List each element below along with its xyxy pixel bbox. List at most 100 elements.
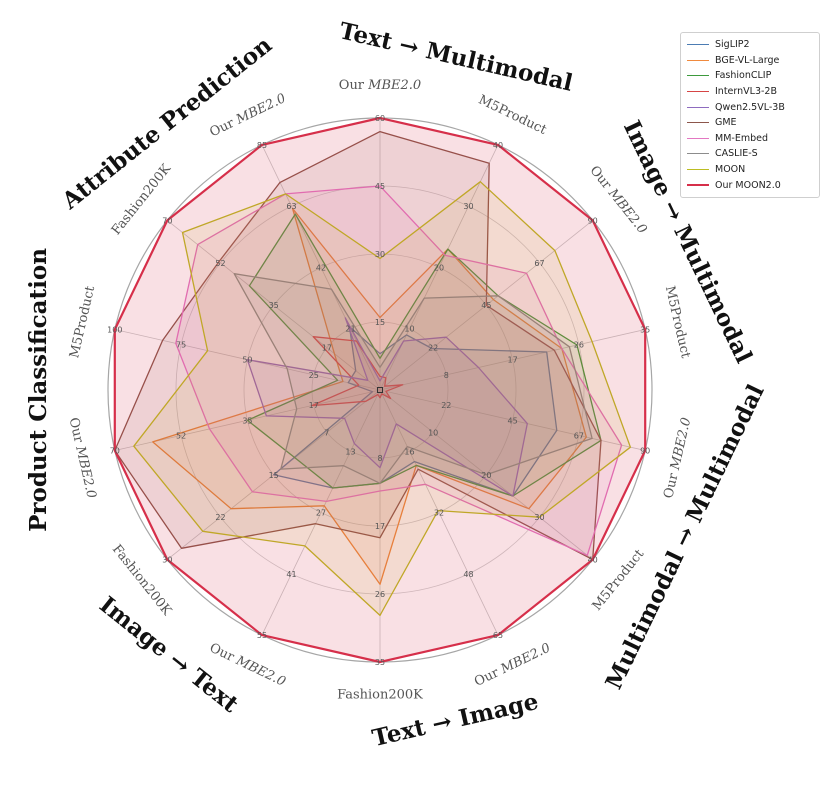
tick-label: 67 xyxy=(574,431,584,440)
series-internvl3-2b xyxy=(311,336,404,407)
legend-label: Qwen2.5VL-3B xyxy=(715,101,785,113)
tick-label: 17 xyxy=(507,356,517,365)
legend-label: CASLIE-S xyxy=(715,148,758,160)
series-layer xyxy=(113,116,647,664)
tick-label: 21 xyxy=(345,325,355,334)
tick-label: 70 xyxy=(110,447,120,456)
tick-label: 100 xyxy=(107,325,122,334)
axis-label: Our MBE2.0 xyxy=(66,416,99,500)
legend-label: GME xyxy=(715,117,737,129)
chart-legend: SigLIP2 BGE-VL-Large FashionCLIP InternVL3-… xyxy=(680,32,820,198)
tick-label: 35 xyxy=(375,658,385,667)
tick-label: 90 xyxy=(640,447,650,456)
tick-label: 26 xyxy=(574,341,584,350)
axis-spoke xyxy=(167,220,381,391)
tick-label: 48 xyxy=(463,570,473,579)
legend-label: MM-Embed xyxy=(715,132,768,144)
legend-item: Our MOON2.0 xyxy=(687,177,813,193)
tick-label: 55 xyxy=(257,631,267,640)
legend-item: SigLIP2 xyxy=(687,37,813,53)
tick-label: 17 xyxy=(375,522,385,531)
legend-label: FashionCLIP xyxy=(715,70,772,82)
axis-label: M5Product xyxy=(476,93,549,139)
series-qwen2-5vl-3b xyxy=(246,317,528,497)
tick-label: 32 xyxy=(434,509,444,518)
tick-label: 52 xyxy=(176,431,186,440)
axis-label: Fashion200K xyxy=(337,688,423,703)
tick-label: 35 xyxy=(242,416,252,425)
tick-label: 27 xyxy=(316,509,326,518)
tick-label: 13 xyxy=(345,447,355,456)
legend-swatch xyxy=(687,106,709,108)
legend-swatch xyxy=(687,91,709,93)
legend-item: MM-Embed xyxy=(687,131,813,147)
legend-swatch xyxy=(687,169,709,171)
group-label: Product Classification xyxy=(25,248,52,532)
tick-label: 45 xyxy=(507,416,517,425)
legend-item: FashionCLIP xyxy=(687,68,813,84)
legend-swatch xyxy=(687,59,709,61)
tick-label: 22 xyxy=(428,344,438,353)
tick-label: 35 xyxy=(640,325,650,334)
tick-label: 20 xyxy=(434,263,444,272)
legend-swatch xyxy=(687,44,709,46)
legend-item: GME xyxy=(687,115,813,131)
legend-swatch xyxy=(687,184,709,187)
tick-label: 22 xyxy=(441,401,451,410)
series-moon xyxy=(133,181,632,617)
tick-label: 22 xyxy=(215,513,225,522)
legend-item: MOON xyxy=(687,162,813,178)
tick-label: 41 xyxy=(286,570,296,579)
tick-label: 52 xyxy=(215,259,225,268)
legend-swatch xyxy=(687,153,709,155)
tick-label: 8 xyxy=(377,454,382,463)
axis-spoke xyxy=(379,329,646,391)
tick-label: 40 xyxy=(588,556,598,565)
axis-spoke xyxy=(261,389,381,636)
tick-label: 16 xyxy=(404,447,414,456)
tick-label: 26 xyxy=(375,590,385,599)
tick-label: 30 xyxy=(162,556,172,565)
legend-label: MOON xyxy=(715,164,746,176)
tick-label: 42 xyxy=(316,263,326,272)
axis-spoke xyxy=(379,144,499,391)
tick-label: 8 xyxy=(444,371,449,380)
series-our-moon2-0 xyxy=(113,116,647,664)
axis-label: Our MBE2.0 xyxy=(472,640,553,689)
legend-item: BGE-VL-Large xyxy=(687,53,813,69)
tick-label: 45 xyxy=(481,301,491,310)
legend-item: CASLIE-S xyxy=(687,146,813,162)
tick-label: 15 xyxy=(375,318,385,327)
legend-label: InternVL3-2B xyxy=(715,86,777,98)
tick-label: 63 xyxy=(286,202,296,211)
legend-label: Our MOON2.0 xyxy=(715,179,781,191)
axis-spoke xyxy=(261,144,381,391)
tick-label: 30 xyxy=(375,250,385,259)
tick-label: 25 xyxy=(309,371,319,380)
legend-swatch xyxy=(687,75,709,77)
tick-label: 40 xyxy=(493,141,503,150)
legend-swatch xyxy=(687,137,709,139)
tick-label: 10 xyxy=(404,325,414,334)
legend-item: Qwen2.5VL-3B xyxy=(687,99,813,115)
tick-label: 60 xyxy=(375,114,385,123)
tick-label: 15 xyxy=(269,471,279,480)
tick-label: 50 xyxy=(242,356,252,365)
center-marker xyxy=(377,387,383,393)
tick-label: 17 xyxy=(322,344,332,353)
tick-label: 85 xyxy=(257,141,267,150)
tick-labels: 15 30 45 60 10 20 30 40 22 45 67 90 8 17 26 35 22 45 67 90 1… xyxy=(107,114,650,667)
tick-label: 30 xyxy=(534,513,544,522)
tick-label: 35 xyxy=(269,301,279,310)
axis-label: M5Product xyxy=(662,285,693,361)
legend-label: SigLIP2 xyxy=(715,39,750,51)
legend-item: InternVL3-2B xyxy=(687,84,813,100)
series-gme xyxy=(114,130,602,561)
axis-label: Our MBE2.0 xyxy=(661,416,694,500)
tick-label: 45 xyxy=(375,182,385,191)
tick-label: 75 xyxy=(176,341,186,350)
series-mm-embed xyxy=(175,185,623,556)
tick-label: 70 xyxy=(162,216,172,225)
tick-label: 65 xyxy=(493,631,503,640)
tick-label: 17 xyxy=(309,401,319,410)
